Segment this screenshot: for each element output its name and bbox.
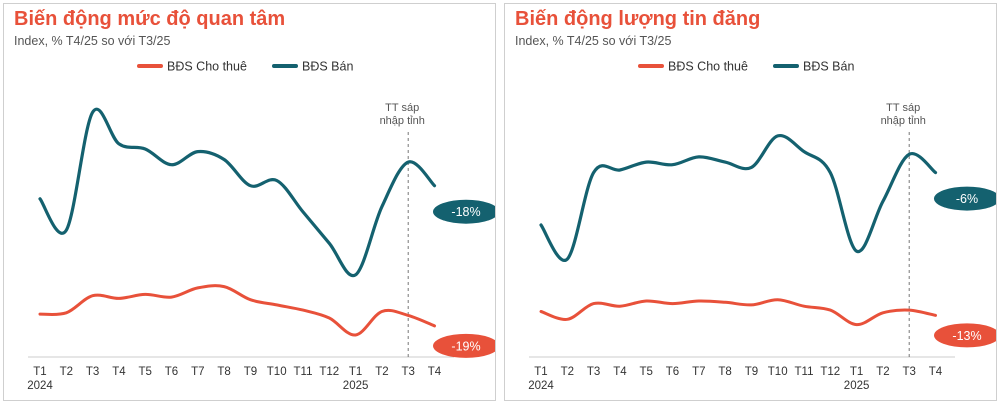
x-tick-label: T4	[929, 366, 943, 378]
x-tick-label: T6	[666, 366, 679, 378]
series-line	[539, 133, 938, 262]
x-tick-label: T2	[561, 366, 574, 378]
x-tick-label: T4	[613, 366, 627, 378]
chart-subtitle: Index, % T4/25 so với T3/25	[515, 34, 672, 48]
end-value-label: -18%	[433, 199, 495, 224]
x-tick-label: T10	[768, 366, 788, 378]
x-tick-label: T5	[639, 366, 652, 378]
x-tick-label: T2	[60, 366, 73, 378]
x-tick-label: T1	[534, 366, 547, 378]
end-label-text: -6%	[956, 192, 978, 206]
end-label-badge	[934, 323, 996, 348]
x-tick-label: T11	[294, 366, 313, 378]
legend-label: BĐS Bán	[302, 60, 353, 74]
x-tick-label: T11	[795, 366, 814, 378]
x-tick-label: T2	[876, 366, 889, 378]
end-value-label: -13%	[934, 323, 996, 348]
x-tick-label: T10	[267, 366, 287, 378]
end-value-label: -6%	[934, 186, 996, 211]
x-tick-label: T12	[820, 366, 840, 378]
legend-label: BĐS Bán	[803, 60, 854, 74]
end-label-text: -18%	[451, 205, 480, 219]
line-chart-interest: BĐS Cho thuê BĐS Bán T1 T2 T3 T4 T5 T6 T7 T8 T9 T10…	[27, 60, 495, 392]
chart-title: Biến động mức độ quan tâm	[14, 8, 286, 30]
x-tick-label: T1	[33, 366, 46, 378]
end-label-badge	[934, 186, 996, 211]
chart-title: Biến động lượng tin đăng	[515, 8, 761, 30]
x-tick-label: T1	[349, 366, 362, 378]
legend-label: BĐS Cho thuê	[668, 60, 748, 74]
x-tick-label: T3	[587, 366, 600, 378]
x-tick-label: T9	[244, 366, 257, 378]
end-label-badge	[433, 333, 495, 358]
series-line	[38, 107, 437, 278]
x-tick-label: T7	[692, 366, 705, 378]
x-tick-label: T3	[902, 366, 915, 378]
x-tick-label: T12	[319, 366, 339, 378]
legend-label: BĐS Cho thuê	[167, 60, 247, 74]
event-annotation: TT sáp	[886, 102, 920, 114]
x-tick-label: T1	[850, 366, 863, 378]
end-label-badge	[433, 199, 495, 224]
legend: BĐS Cho thuê BĐS Bán	[638, 60, 854, 74]
chart-panel-interest: Biến động mức độ quan tâm Index, % T4/25…	[3, 3, 496, 401]
end-label-text: -19%	[451, 339, 480, 353]
chart-subtitle: Index, % T4/25 so với T3/25	[14, 34, 171, 48]
series-line	[38, 284, 436, 337]
series-line	[539, 298, 937, 327]
end-label-text: -13%	[952, 329, 981, 343]
x-tick-label: T4	[112, 366, 126, 378]
event-annotation: nhập tỉnh	[380, 115, 425, 127]
x-tick-label: T8	[718, 366, 731, 378]
x-tick-label: T8	[217, 366, 230, 378]
x-tick-label: T9	[745, 366, 758, 378]
x-tick-label: T7	[191, 366, 204, 378]
x-tick-label: T3	[401, 366, 414, 378]
year-label: 2025	[343, 380, 369, 392]
chart-panel-listings: Biến động lượng tin đăng Index, % T4/25 …	[504, 3, 997, 401]
year-label: 2024	[27, 380, 53, 392]
line-chart-listings: BĐS Cho thuê BĐS Bán T1 T2 T3 T4 T5 T6 T7 T8 T9 T10…	[528, 60, 996, 392]
end-value-label: -19%	[433, 333, 495, 358]
x-tick-label: T5	[138, 366, 151, 378]
x-tick-label: T2	[375, 366, 388, 378]
event-annotation: nhập tỉnh	[881, 115, 926, 127]
legend: BĐS Cho thuê BĐS Bán	[137, 60, 353, 74]
year-label: 2024	[528, 380, 554, 392]
event-annotation: TT sáp	[385, 102, 419, 114]
year-label: 2025	[844, 380, 870, 392]
x-tick-label: T6	[165, 366, 178, 378]
x-tick-label: T4	[428, 366, 442, 378]
x-tick-label: T3	[86, 366, 99, 378]
